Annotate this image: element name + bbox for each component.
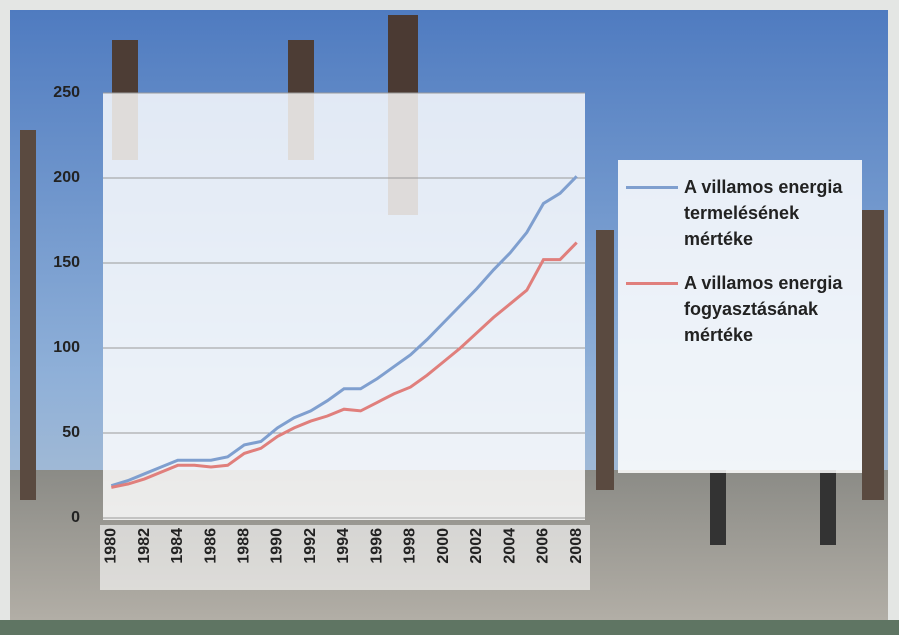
data-line: [110, 175, 578, 488]
y-tick-label: 100: [53, 339, 80, 356]
x-tick-label: 1980: [103, 528, 120, 564]
legend-swatch: [626, 282, 678, 285]
plot-area: [103, 93, 585, 520]
photo-post: [820, 470, 836, 545]
legend-item: A villamos energia termelésének mértéke: [626, 174, 854, 252]
data-line: [111, 241, 578, 489]
y-tick-label: 250: [53, 84, 80, 101]
legend-label: A villamos energia fogyasztásának mérték…: [684, 273, 843, 345]
legend-label: A villamos energia termelésének mértéke: [684, 177, 843, 249]
x-tick-label: 2008: [568, 528, 585, 564]
x-tick-label: 1994: [335, 528, 352, 564]
photo-insulator: [20, 130, 36, 500]
x-tick-label: 1990: [269, 528, 286, 564]
x-tick-label: 1988: [235, 528, 252, 564]
x-tick-label: 2002: [468, 528, 485, 564]
legend-swatch: [626, 186, 678, 189]
x-tick-label: 1996: [368, 528, 385, 564]
photo-insulator: [862, 210, 884, 500]
x-tick-label: 2006: [535, 528, 552, 564]
x-tick-label: 2000: [435, 528, 452, 564]
legend-item: A villamos energia fogyasztásának mérték…: [626, 270, 854, 348]
x-tick-label: 1992: [302, 528, 319, 564]
x-tick-label: 1998: [402, 528, 419, 564]
photo-insulator: [596, 230, 614, 490]
y-tick-label: 0: [71, 509, 80, 526]
y-tick-label: 50: [62, 424, 80, 441]
y-tick-label: 150: [53, 254, 80, 271]
x-tick-label: 1986: [202, 528, 219, 564]
x-tick-label: 1982: [136, 528, 153, 564]
frame-bottom: [0, 620, 899, 635]
photo-post: [710, 470, 726, 545]
legend: A villamos energia termelésének mértéke A…: [618, 160, 862, 473]
x-tick-label: 1984: [169, 528, 186, 564]
x-tick-label: 2004: [501, 528, 518, 564]
y-tick-label: 200: [53, 169, 80, 186]
x-label-area: [100, 525, 590, 590]
